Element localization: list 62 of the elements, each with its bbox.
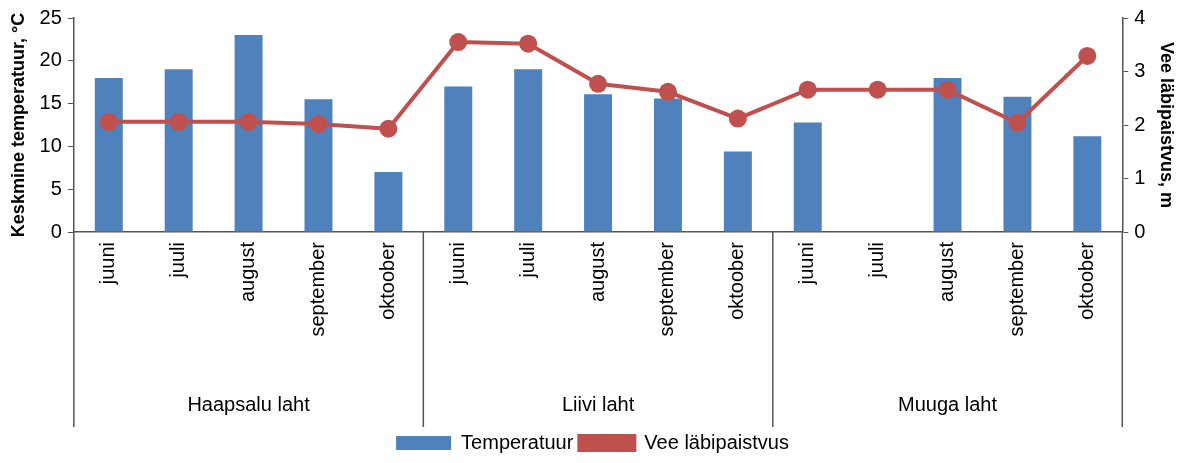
x-tick-label: oktoober <box>725 241 748 320</box>
point <box>868 80 887 99</box>
bar <box>514 69 543 232</box>
x-tick-label: august <box>585 241 608 303</box>
point <box>938 80 957 99</box>
x-tick-label: august <box>935 241 958 303</box>
x-tick-label: oktoober <box>1074 241 1097 320</box>
text: Haapsalu laht <box>187 392 311 415</box>
y-tick-label: 5 <box>50 176 62 199</box>
point <box>309 114 328 133</box>
y2-tick-label: 0 <box>1134 219 1146 242</box>
bar <box>723 151 752 232</box>
x-tick-label: september <box>306 241 328 337</box>
y-tick-label: 20 <box>39 48 62 71</box>
point <box>99 112 118 131</box>
point <box>449 33 468 52</box>
bar <box>584 94 613 232</box>
point <box>728 109 747 128</box>
x-tick-label: juuni <box>96 242 119 286</box>
x-tick-label: september <box>655 241 678 337</box>
bar <box>164 69 193 232</box>
bar <box>793 122 822 232</box>
y-tick-label: 25 <box>39 5 62 28</box>
point <box>589 74 608 93</box>
y-tick-label: 15 <box>39 91 62 114</box>
x-tick-label: august <box>236 241 259 303</box>
x-tick-label: juuni <box>445 242 468 286</box>
y2-tick-label: 2 <box>1134 112 1146 135</box>
point <box>169 112 188 131</box>
y2-tick-label: 3 <box>1134 59 1146 82</box>
text: Liivi laht <box>561 392 635 415</box>
point <box>798 80 817 99</box>
y2-tick-label: 1 <box>1134 166 1146 189</box>
point <box>239 112 258 131</box>
bar <box>933 77 962 232</box>
x-tick-label: september <box>1004 241 1027 337</box>
bar <box>234 35 263 232</box>
bar <box>374 172 403 232</box>
point <box>1078 46 1097 65</box>
y-tick-label: 10 <box>39 133 62 156</box>
point <box>519 34 538 53</box>
y2-axis-title: Vee läbipaistvus, m <box>1157 41 1178 209</box>
text: Muuga laht <box>898 392 998 415</box>
point <box>658 82 677 101</box>
point <box>379 119 398 138</box>
bar <box>1073 136 1102 232</box>
bar <box>94 77 123 232</box>
x-tick-label: juuli <box>865 242 888 279</box>
bar <box>304 99 333 232</box>
legend-label: Vee läbipaistvus <box>644 430 789 453</box>
y-axis-title: Keskmine temperatuur, °C <box>7 12 28 238</box>
x-tick-label: juuli <box>515 242 538 279</box>
point <box>1008 113 1027 132</box>
x-tick-label: oktoober <box>375 241 398 320</box>
legend-label: Temperatuur <box>461 430 574 453</box>
x-tick-label: juuli <box>166 242 189 279</box>
bar <box>1003 96 1032 232</box>
bar <box>653 98 682 232</box>
x-tick-label: juuni <box>795 242 818 286</box>
y2-tick-label: 4 <box>1134 5 1146 28</box>
bar <box>444 86 473 232</box>
y-tick-label: 0 <box>50 219 62 242</box>
